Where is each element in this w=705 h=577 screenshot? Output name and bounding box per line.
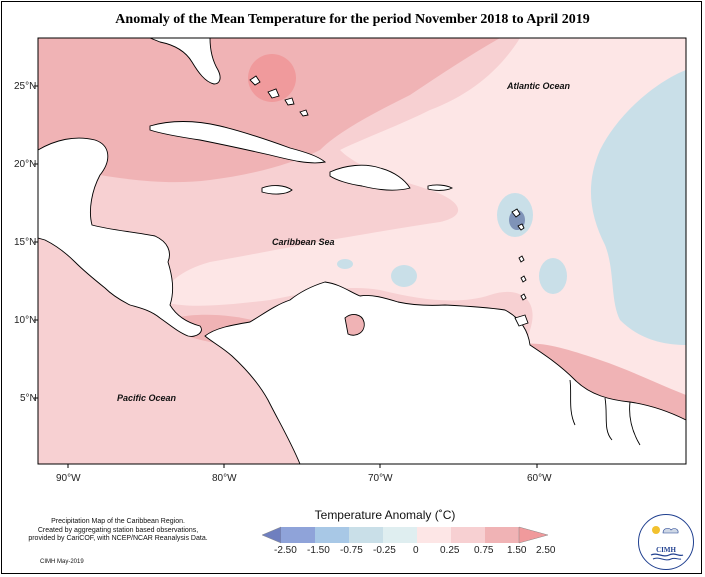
colorbar-tick-label: 2.50: [536, 545, 556, 556]
trinidad-land: [514, 314, 529, 327]
guianas-borders: [569, 379, 641, 446]
cuba-land: [149, 121, 326, 164]
logo-wave-icon: [652, 557, 682, 561]
colorbar-segment: [383, 527, 417, 543]
cool-patch-east: [539, 258, 567, 294]
lon-label-80w: 80°W: [212, 473, 237, 484]
anomaly-field: [38, 38, 686, 464]
colorbar-tick-label: -2.50: [274, 545, 297, 556]
cimh-logo: CIMH: [638, 514, 694, 570]
land-masses: [38, 38, 686, 464]
credit-line-2: Created by aggregating station based obs…: [37, 526, 199, 534]
hispaniola-land: [329, 164, 411, 191]
bahamas-islands: [249, 75, 309, 117]
credit-line-3: provided by CariCOF, with NCEP/NCAR Rean…: [28, 535, 208, 542]
jamaica-land: [261, 185, 293, 195]
map-border: [37, 37, 687, 465]
logo-text: CIMH: [656, 546, 676, 554]
colorbar-tick-label: 0.75: [474, 545, 494, 556]
colorbar: [261, 526, 549, 544]
lon-label-90w: 90°W: [56, 473, 81, 484]
lake-maracaibo: [344, 314, 365, 336]
map-title: Anomaly of the Mean Temperature for the …: [115, 12, 590, 27]
credit-date: CIMH May-2019: [40, 559, 84, 565]
colorbar-tick-label: -0.75: [340, 545, 363, 556]
colorbar-tick-label: 1.50: [507, 545, 527, 556]
colorbar-right-arrow: [518, 526, 549, 544]
colorbar-left-arrow: [261, 526, 282, 544]
label-atlantic-ocean: Atlantic Ocean: [506, 81, 571, 91]
south-america-land: [204, 281, 686, 464]
logo-emblem-icon: [650, 526, 684, 561]
mexico-central-america-land: [38, 137, 202, 337]
logo-sun-icon: [652, 526, 660, 534]
lat-label-10n: 10°N: [14, 315, 36, 326]
label-pacific-ocean: Pacific Ocean: [117, 393, 177, 403]
lat-label-15n: 15°N: [14, 237, 36, 248]
lon-label-70w: 70°W: [368, 473, 393, 484]
cool-patch-central: [391, 265, 417, 287]
colorbar-ticks: -2.50 -1.50 -0.75 -0.25 0 0.25 0.75 1.50…: [274, 545, 556, 556]
colorbar-segment: [281, 527, 315, 543]
logo-wave-icon: [650, 553, 684, 557]
colorbar-tick-label: -0.25: [373, 545, 396, 556]
gulf-warm-area: [38, 38, 500, 183]
credit-text: Precipitation Map of the Caribbean Regio…: [18, 518, 218, 544]
colorbar-segment: [451, 527, 485, 543]
label-caribbean-sea: Caribbean Sea: [272, 237, 335, 247]
east-atlantic-cool: [590, 70, 686, 345]
credit-line-1: Precipitation Map of the Caribbean Regio…: [51, 518, 185, 525]
logo-cloud-icon: [662, 528, 679, 534]
lat-label-5n: 5°N: [20, 393, 37, 404]
colorbar-tick-label: 0: [413, 545, 419, 556]
colorbar-tick-label: 0.25: [440, 545, 460, 556]
lat-label-20n: 20°N: [14, 159, 36, 170]
colorbar-segment: [485, 527, 519, 543]
colorbar-segment: [315, 527, 349, 543]
colorbar-title: Temperature Anomaly (˚C): [314, 508, 456, 522]
bahamas-hot-spot: [248, 54, 296, 102]
colorbar-tick-label: -1.50: [307, 545, 330, 556]
tick-marks: [34, 85, 538, 468]
lon-label-60w: 60°W: [527, 473, 552, 484]
puerto-rico-land: [427, 184, 454, 191]
lat-label-25n: 25°N: [14, 81, 36, 92]
lesser-antilles-islands: [511, 208, 527, 301]
colorbar-segment: [349, 527, 383, 543]
florida-land: [149, 38, 221, 85]
cool-patch-west: [337, 259, 353, 269]
colorbar-segment: [417, 527, 451, 543]
